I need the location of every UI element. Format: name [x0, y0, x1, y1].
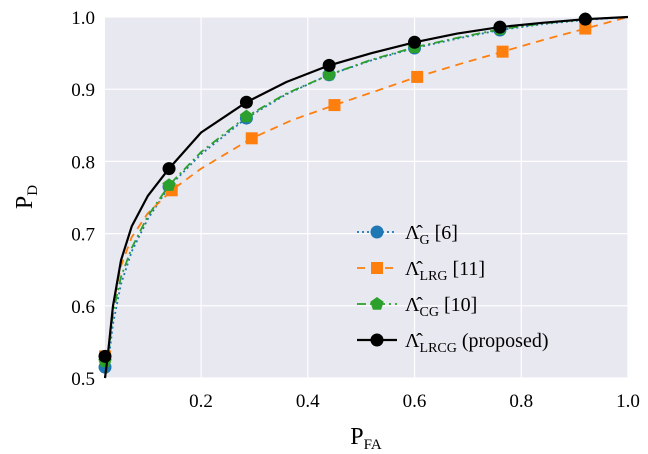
series-3-point	[239, 109, 254, 123]
series-line-2	[104, 16, 629, 379]
series-4-point	[239, 95, 253, 109]
series-2-point	[579, 22, 592, 35]
y-tick-label: 0.7	[71, 225, 95, 246]
legend-label-2: Λ̂LRG [11]	[405, 258, 485, 284]
series-group	[98, 12, 629, 379]
series-line-1	[104, 16, 629, 379]
series-4-point	[162, 162, 176, 176]
series-line-3	[104, 16, 629, 379]
series-2-point	[496, 45, 509, 58]
y-tick-label: 0.8	[71, 152, 95, 173]
y-tick-label: 0.9	[71, 80, 95, 101]
legend-marker-4	[370, 333, 384, 347]
x-axis-label: PFA	[350, 424, 382, 453]
series-2-point	[245, 132, 258, 145]
series-4-point	[98, 349, 112, 363]
series-line-4	[103, 15, 629, 379]
y-tick-label: 1.0	[71, 8, 95, 29]
y-axis-label: PD	[12, 185, 41, 209]
series-4-point	[578, 12, 592, 26]
y-tick-label: 0.5	[71, 369, 95, 390]
legend-label-1: Λ̂G [6]	[405, 222, 458, 248]
series-2-point	[328, 99, 341, 112]
legend-marker-3	[370, 297, 384, 310]
x-tick-label: 0.4	[296, 391, 320, 412]
legend: Λ̂G [6] Λ̂LRG [11] Λ̂CG [10] Λ̂LRCG (propos…	[357, 222, 549, 356]
legend-label-3: Λ̂CG [10]	[405, 294, 477, 320]
series-3-point	[162, 178, 176, 191]
x-tick-label: 0.8	[509, 391, 533, 412]
legend-marker-1	[370, 225, 384, 239]
x-tick-label: 0.2	[189, 391, 213, 412]
series-4-point	[493, 20, 507, 34]
y-tick-labels: 0.5 0.6 0.7 0.8 0.9 1.0	[71, 8, 95, 390]
legend-marker-2	[371, 262, 383, 274]
series-2-point	[411, 70, 424, 83]
plot-area	[105, 17, 628, 378]
series-4-point	[322, 58, 336, 72]
x-tick-label: 0.6	[403, 391, 427, 412]
legend-label-4: Λ̂LRCG (proposed)	[405, 330, 549, 356]
x-tick-labels: 0.2 0.4 0.6 0.8 1.0	[189, 391, 640, 412]
series-4-point	[408, 35, 422, 49]
x-tick-label: 1.0	[616, 391, 640, 412]
y-tick-label: 0.6	[71, 297, 95, 318]
